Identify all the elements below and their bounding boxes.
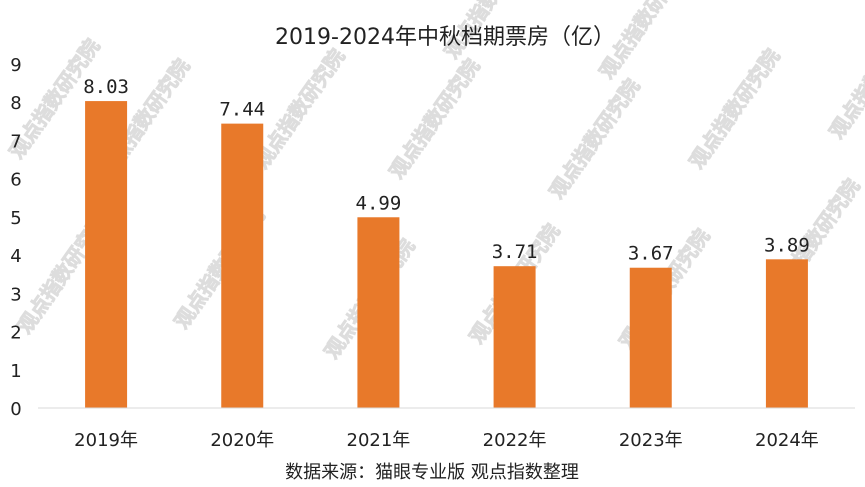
x-tick-label: 2023年 [619,430,683,451]
x-tick-label: 2021年 [347,430,411,451]
watermark-text: 观点指数研究院 [684,44,784,172]
y-tick-label: 7 [10,131,21,152]
bar [765,259,808,408]
watermark-text: 观点指数研究院 [384,54,484,182]
bars [85,101,808,409]
data-labels: 8.03 7.44 4.99 3.71 3.67 3.89 [83,76,810,265]
data-label: 3.71 [492,241,538,263]
data-label: 3.67 [628,243,674,265]
data-label: 4.99 [356,192,402,214]
y-tick-label: 0 [10,399,21,420]
x-tick-label: 2019年 [74,430,138,451]
y-tick-label: 4 [10,246,21,267]
bar [629,267,672,408]
data-label: 3.89 [764,234,810,256]
bar [85,101,128,408]
bar [493,266,536,408]
chart-title: 2019-2024年中秋档期票房（亿） [275,25,615,50]
x-tick-label: 2024年 [755,430,819,451]
source-note: 数据来源：猫眼专业版 观点指数整理 [285,462,579,483]
watermark-text: 观点指数研究院 [544,74,644,202]
watermark-text: 观点指数研究院 [824,14,865,142]
y-tick-label: 5 [10,208,21,229]
bar [357,217,400,408]
y-tick-label: 9 [10,55,21,76]
y-tick-label: 2 [10,323,21,344]
y-tick-label: 6 [10,170,21,191]
y-tick-label: 8 [10,93,21,114]
data-label: 7.44 [219,99,265,121]
bar [221,123,264,409]
y-axis: 0 1 2 3 4 5 6 7 8 9 [10,55,21,420]
data-label: 8.03 [83,76,129,98]
x-axis: 2019年 2020年 2021年 2022年 2023年 2024年 [38,407,855,451]
x-tick-label: 2022年 [483,430,547,451]
y-tick-label: 3 [10,284,21,305]
y-tick-label: 1 [10,361,21,382]
x-tick-label: 2020年 [210,430,274,451]
